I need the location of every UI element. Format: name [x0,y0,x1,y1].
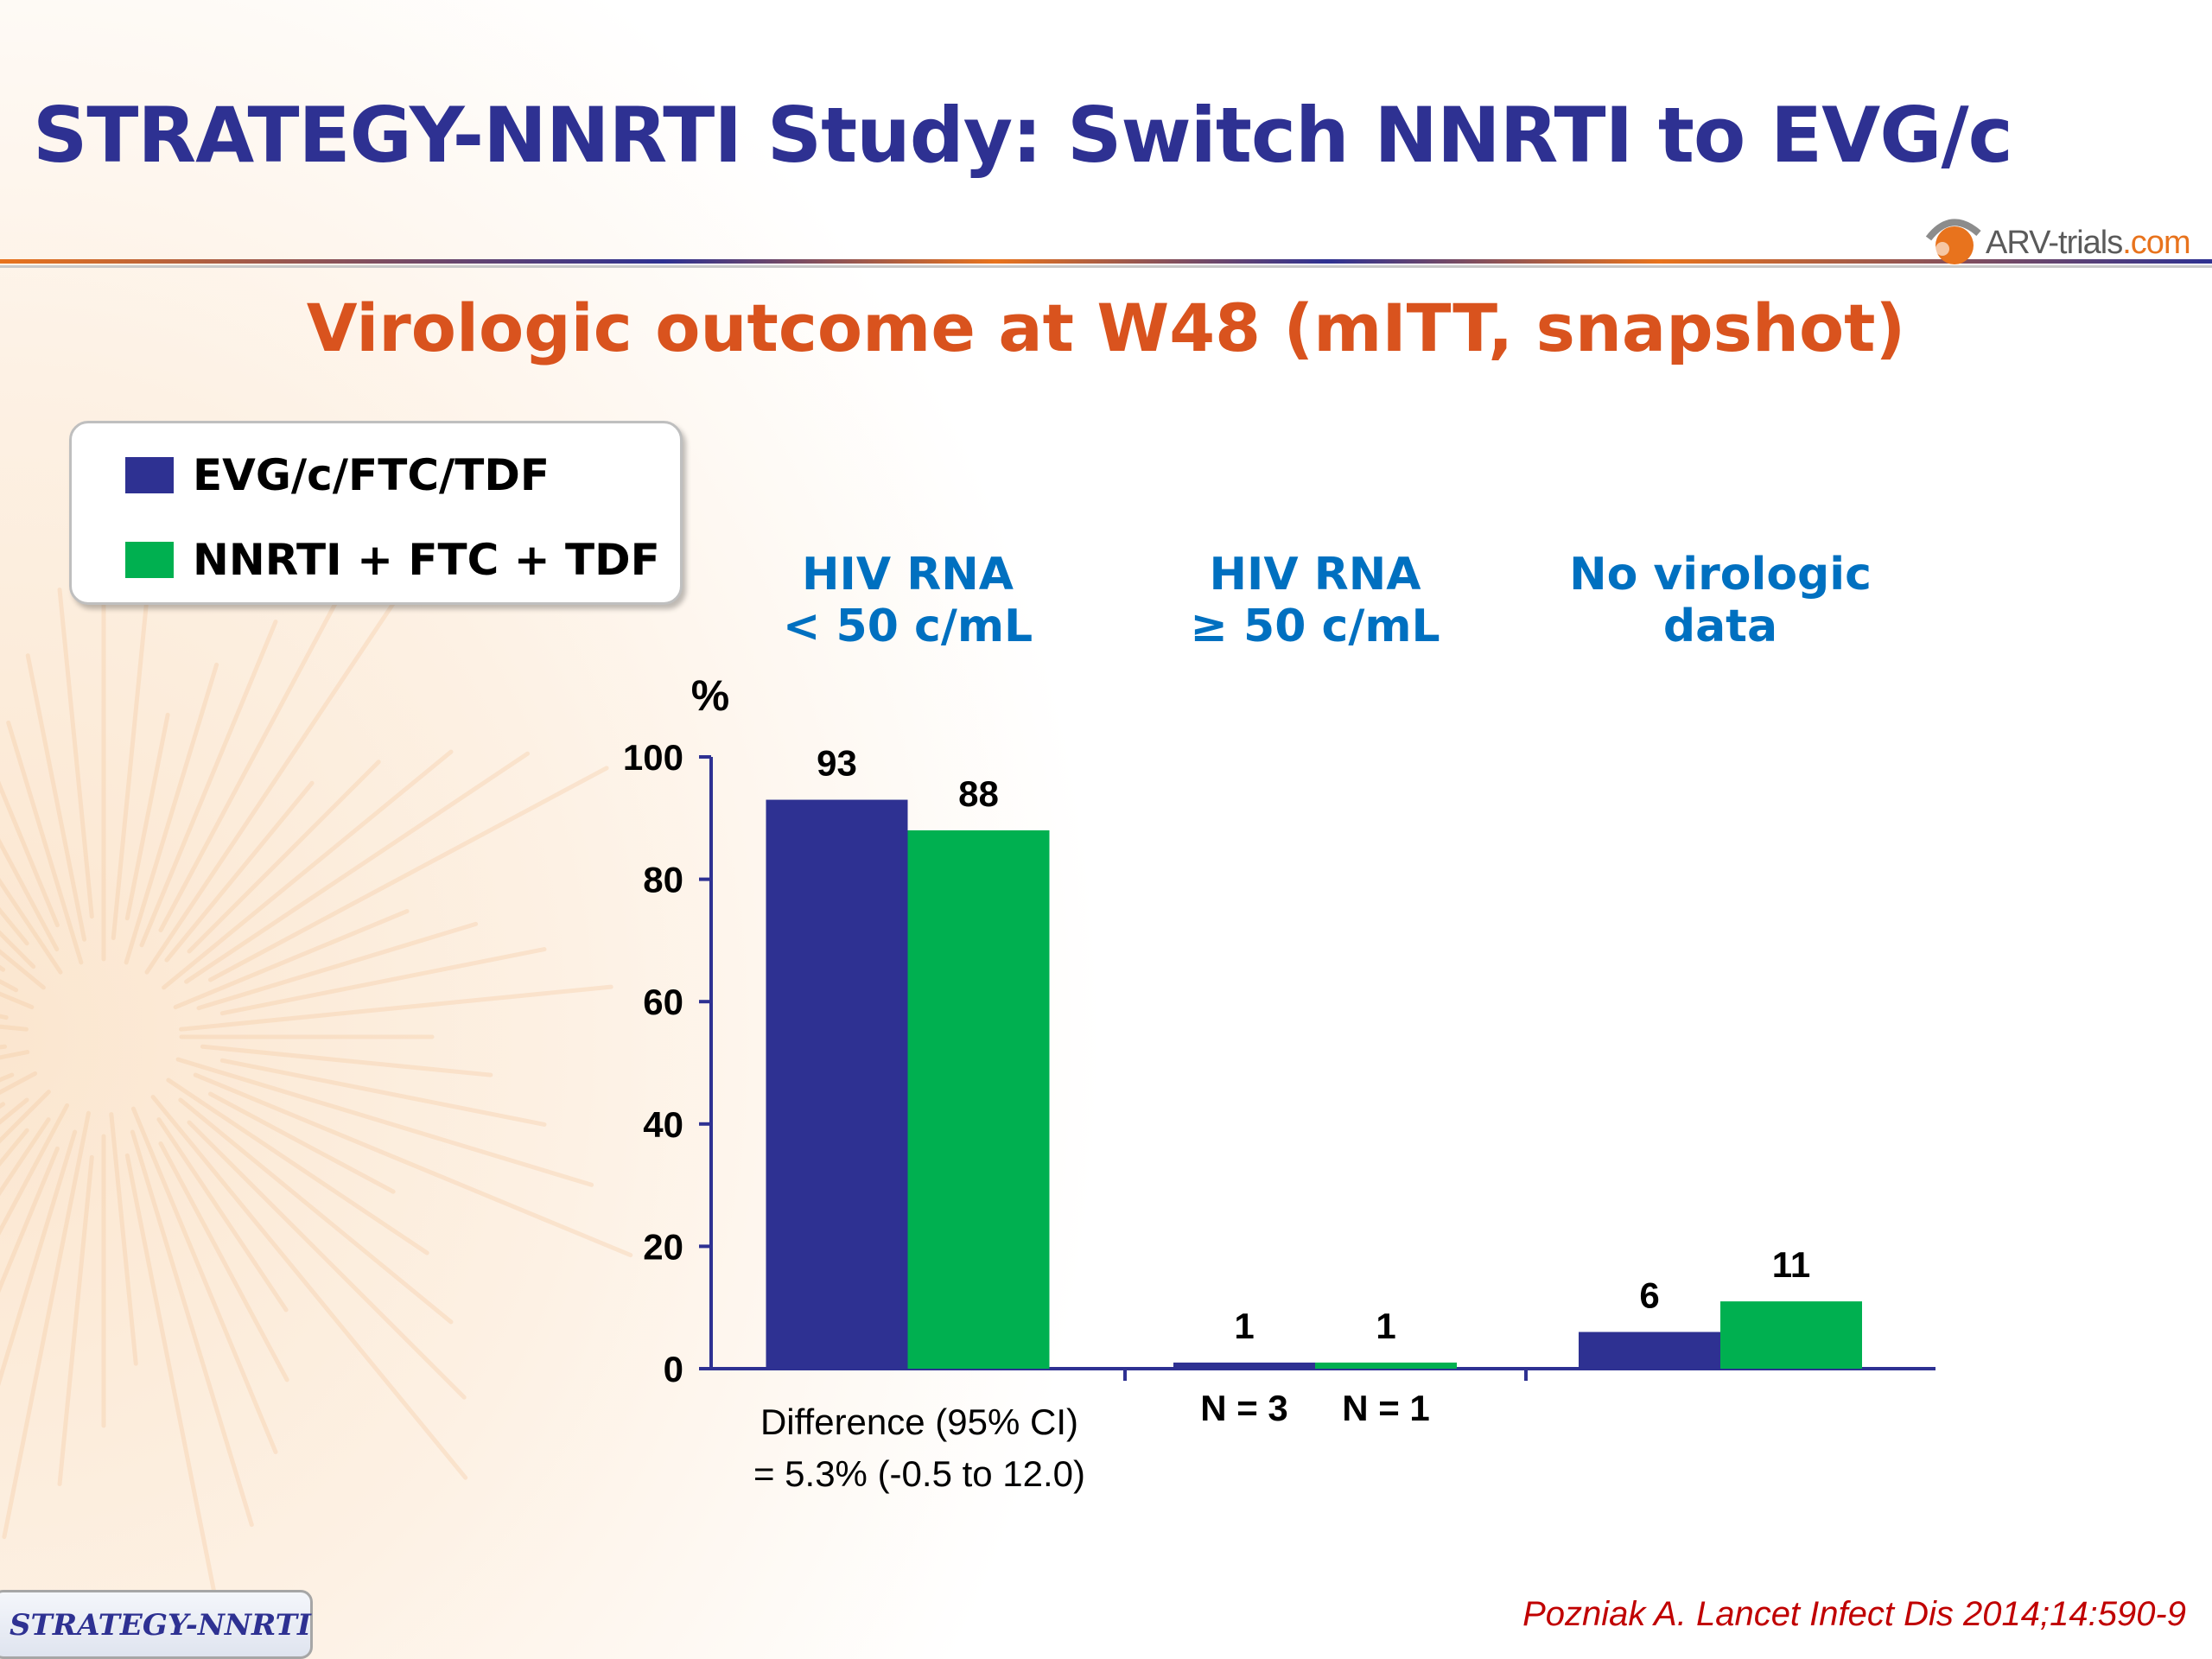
arv-trials-logo-icon [1925,219,1981,264]
bar-value-label: 1 [1376,1306,1395,1346]
category-header-line: No virologic [1569,549,1872,601]
category-header-line: HIV RNA [802,549,1014,601]
citation: Pozniak A. Lancet Infect Dis 2014;14:590… [1522,1595,2186,1633]
legend-label-nnrti: NNRTI + FTC + TDF [193,535,660,585]
y-tick-label: 100 [623,737,683,778]
bar-evg-1 [1173,1362,1315,1369]
logo-wordmark: ARV-trials.com [1986,225,2191,262]
category-header-line: < 50 c/mL [783,601,1033,652]
difference-annotation-line: Difference (95% CI) [760,1402,1078,1442]
y-tick-label: 40 [643,1104,683,1145]
bar-evg-0 [766,799,908,1369]
y-axis-label: % [691,671,729,720]
slide-title: STRATEGY-NNRTI Study: Switch NNRTI to EV… [33,91,2013,180]
bar-nnrti-0 [907,830,1050,1369]
n-label-nnrti: N = 1 [1342,1388,1430,1428]
logo-text-suffix: .com [2122,225,2190,261]
logo-text-main: ARV-trials [1986,225,2123,261]
legend-swatch-nnrti [125,542,174,578]
bar-value-label: 88 [958,773,999,814]
bar-value-label: 11 [1772,1244,1810,1285]
bar-nnrti-1 [1315,1362,1457,1369]
legend-label-evg: EVG/c/FTC/TDF [193,450,550,500]
bar-nnrti-2 [1720,1301,1862,1369]
legend-item-nnrti: NNRTI + FTC + TDF [125,534,660,586]
y-tick-label: 0 [664,1349,683,1389]
category-header-line: data [1663,601,1777,652]
legend-swatch-evg [125,457,174,493]
study-footer-tag: STRATEGY-NNRTI [0,1590,313,1659]
bar-value-label: 6 [1639,1275,1659,1316]
legend-item-evg: EVG/c/FTC/TDF [125,449,550,501]
bar-value-label: 1 [1234,1306,1254,1346]
y-tick-label: 20 [643,1226,683,1267]
header-divider [0,259,2212,268]
study-footer-label: STRATEGY-NNRTI [10,1608,311,1643]
bar-value-label: 93 [817,743,857,784]
n-label-evg: N = 3 [1200,1388,1288,1428]
category-header-line: HIV RNA [1209,549,1421,601]
category-header-line: ≥ 50 c/mL [1190,601,1440,652]
y-tick-label: 60 [643,982,683,1022]
y-tick-label: 80 [643,860,683,900]
difference-annotation-line: = 5.3% (-0.5 to 12.0) [753,1453,1085,1494]
chart-legend: EVG/c/FTC/TDF NNRTI + FTC + TDF [69,421,683,605]
bar-evg-2 [1579,1332,1720,1369]
slide-subtitle: Virologic outcome at W48 (mITT, snapshot… [306,289,1906,366]
